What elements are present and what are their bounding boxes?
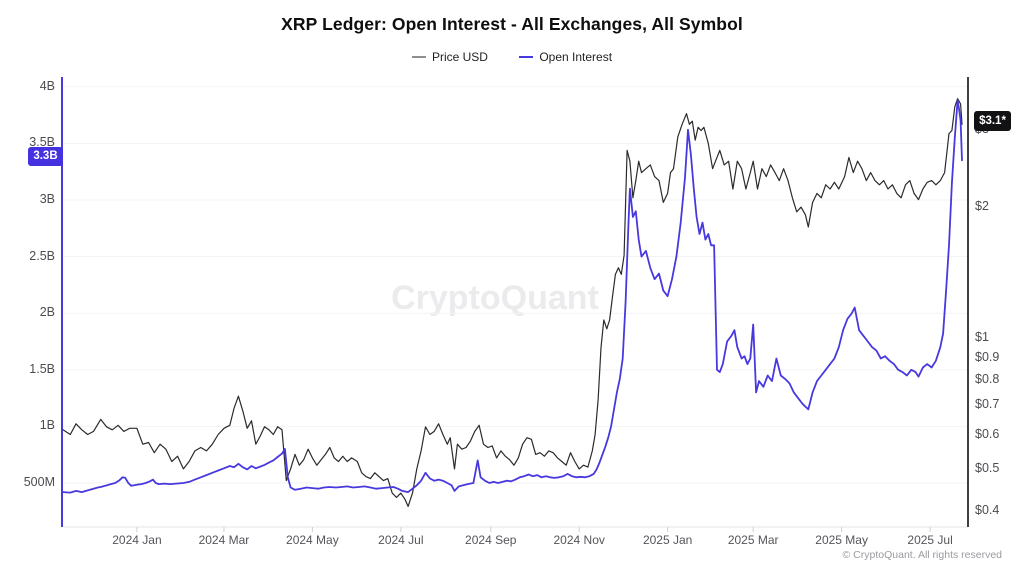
legend-item-price-usd[interactable]: Price USD [411,50,488,64]
legend-item-open-interest[interactable]: Open Interest [519,50,612,64]
y-axis-label-right: $2 [975,199,989,214]
open-interest-line [62,99,963,494]
price-line-swatch [411,55,426,58]
y-axis-label-right: $0.4 [975,503,1000,518]
y-axis-label-left: 500M [23,475,55,489]
legend-label-open-interest: Open Interest [539,50,613,64]
x-axis-label: 2025 Mar [727,533,779,547]
open-interest-current-badge: 3.3B [28,147,63,167]
legend: Price USD Open Interest [0,50,1024,64]
y-axis-label-right: $0.7 [975,397,1000,412]
y-axis-label-left: 2.5B [29,248,55,263]
price-usd-line [62,98,963,507]
y-axis-label-left: 2B [39,305,55,320]
x-axis-label: 2024 May [286,533,339,547]
x-axis-label: 2024 Mar [198,533,250,547]
price-current-badge: $3.1* [974,110,1011,131]
x-axis-label: 2024 Jan [112,533,162,547]
cryptoquant-watermark: CryptoQuant [391,279,599,317]
y-axis-label-left: 3B [39,192,55,206]
chart-title: XRP Ledger: Open Interest - All Exchange… [281,14,743,34]
x-axis-label: 2024 Sep [465,533,517,547]
x-axis-label: 2024 Jul [378,533,424,547]
y-axis-label-left: 3.5B [29,135,55,150]
y-axis-label-right: $0.5 [975,460,1000,475]
x-axis-label: 2025 Jan [642,533,693,547]
x-axis-label: 2024 Nov [553,533,605,547]
y-axis-label-left: 4B [39,78,55,93]
y-axis-label-right: $0.9 [975,349,1000,364]
y-axis-label-left: 1.5B [29,361,55,376]
y-axis-label-left: 1B [39,418,55,433]
y-axis-label-right: $1 [975,330,989,344]
y-axis-label-right: $0.6 [975,426,1000,441]
y-axis-label-right: $0.8 [975,372,1000,387]
copyright-note: © CryptoQuant. All rights reserved [842,549,1002,561]
x-axis-label: 2025 Jul [907,533,953,547]
open-interest-line-swatch [519,55,534,58]
legend-label-price-usd: Price USD [431,50,488,64]
x-axis-label: 2025 May [815,533,868,547]
